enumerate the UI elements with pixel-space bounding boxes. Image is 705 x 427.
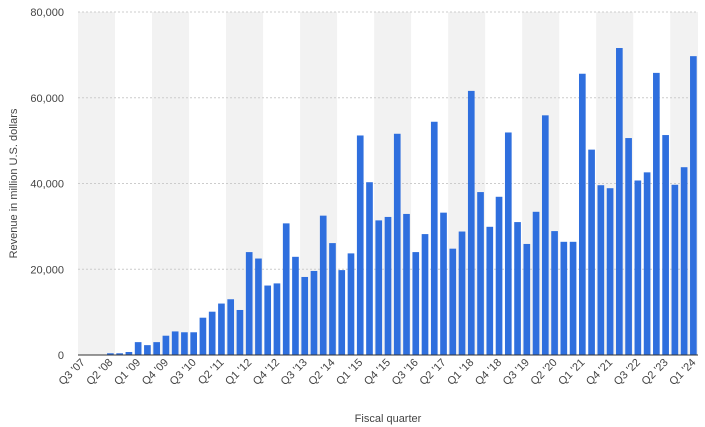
bar [116, 353, 123, 355]
bar [282, 223, 290, 355]
bar [366, 182, 373, 355]
bar [634, 180, 642, 355]
bar [356, 135, 364, 355]
bar [486, 226, 494, 355]
bar [616, 48, 623, 355]
x-tick-label: Q2 '14 [306, 357, 337, 388]
bar [190, 332, 198, 355]
bar [384, 216, 392, 355]
bar [171, 331, 179, 355]
x-tick-label: Q2 '20 [529, 357, 560, 388]
bar [301, 276, 309, 355]
bar [208, 311, 216, 355]
y-tick-label: 80,000 [30, 7, 64, 19]
bar [606, 188, 614, 355]
x-tick-label: Q1 '15 [334, 357, 365, 388]
bar [292, 256, 299, 355]
x-tick-label: Q1 '09 [112, 357, 143, 388]
bar [653, 72, 660, 355]
bar [430, 121, 438, 355]
x-tick-label: Q2 '08 [84, 357, 115, 388]
bars [97, 48, 697, 356]
x-tick-label: Q2 '17 [417, 357, 448, 388]
bar [671, 184, 679, 355]
bar [514, 222, 521, 355]
bar [504, 132, 512, 355]
bar [421, 234, 429, 355]
bar [236, 309, 244, 355]
x-tick-label: Q3 '22 [612, 357, 643, 388]
bar [134, 342, 142, 355]
x-tick-label: Q1 '12 [223, 357, 254, 388]
bar [245, 252, 253, 355]
y-tick-label: 0 [58, 350, 64, 362]
bar [643, 172, 651, 355]
bar [560, 241, 568, 355]
x-tick-label: Q4 '18 [473, 357, 504, 388]
x-tick-label: Q3 '10 [168, 357, 199, 388]
y-tick-label: 60,000 [30, 93, 64, 105]
bar [255, 258, 262, 355]
bar [375, 220, 383, 355]
bar [477, 192, 484, 355]
bar [449, 248, 457, 355]
x-tick-label: Q4 '09 [140, 357, 171, 388]
bar [467, 90, 475, 355]
x-tick-label: Q3 '13 [279, 357, 310, 388]
background-band [78, 12, 116, 355]
x-tick-label: Q3 '19 [501, 357, 532, 388]
bar [458, 231, 466, 355]
bar [227, 299, 235, 355]
bar [218, 303, 225, 355]
bar [393, 133, 401, 355]
x-tick-label: Q1 '18 [445, 357, 476, 388]
bar [541, 115, 549, 355]
bar [680, 167, 688, 355]
bar [162, 335, 170, 355]
bar [125, 351, 133, 355]
bar [523, 243, 531, 355]
bar [625, 138, 632, 355]
x-tick-label: Q3 '16 [390, 357, 421, 388]
bar [329, 243, 336, 355]
y-tick-label: 40,000 [30, 179, 64, 191]
x-tick-label: Q4 '21 [584, 357, 615, 388]
bar [569, 241, 577, 355]
bar [338, 270, 346, 355]
x-axis-title: Fiscal quarter [355, 413, 422, 425]
bar [273, 283, 281, 355]
x-tick-label: Q2 '11 [196, 357, 227, 388]
bar [144, 345, 151, 355]
bar [495, 196, 503, 355]
x-tick-label: Q1 '24 [667, 357, 698, 388]
bar [107, 353, 114, 355]
bar [578, 73, 586, 356]
bar [181, 332, 188, 355]
bar [690, 56, 697, 355]
bar [532, 211, 540, 355]
bar [264, 285, 272, 355]
bar [319, 215, 327, 355]
bar [310, 270, 318, 355]
y-axis-ticks: 0 20,000 40,000 60,000 80,000 [30, 7, 64, 362]
bar [403, 213, 410, 355]
x-tick-label: Q2 '23 [640, 357, 671, 388]
x-tick-label: Q4 '12 [251, 357, 282, 388]
bar [597, 185, 605, 355]
y-tick-label: 20,000 [30, 264, 64, 276]
x-tick-label: Q1 '21 [556, 357, 587, 388]
bar [662, 135, 669, 355]
x-tick-label: Q4 '15 [362, 357, 393, 388]
y-axis-title: Revenue in million U.S. dollars [8, 108, 20, 258]
bar [412, 252, 420, 355]
bar [440, 212, 447, 355]
bar [153, 342, 160, 355]
bar [347, 253, 355, 355]
bar [551, 231, 558, 355]
bar [199, 317, 207, 355]
bar [588, 149, 595, 355]
